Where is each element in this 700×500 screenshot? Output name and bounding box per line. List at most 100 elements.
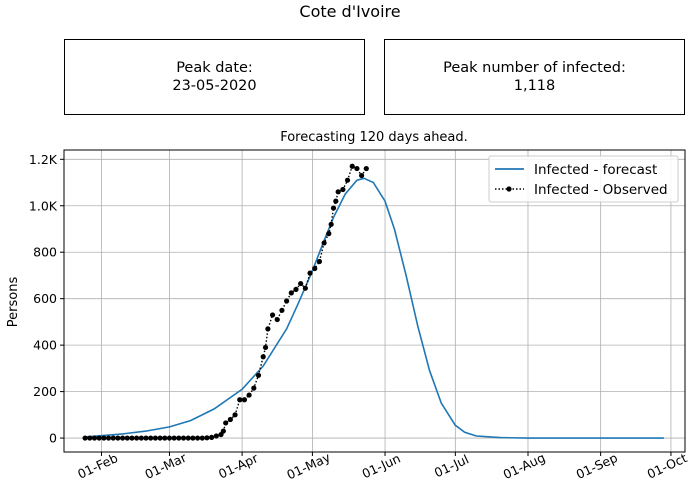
legend: Infected - forecast Infected - Observed	[488, 155, 679, 203]
series-layer	[82, 163, 664, 441]
observed-point	[82, 435, 88, 441]
observed-point	[274, 316, 280, 323]
observed-point	[171, 435, 177, 441]
observed-point	[119, 435, 126, 441]
observed-point	[143, 435, 149, 441]
observed-point	[265, 326, 271, 332]
observed-point	[246, 392, 252, 398]
peak-date-label: Peak date:	[176, 60, 253, 76]
observed-point	[162, 435, 168, 441]
peak-date-value: 23-05-2020	[172, 78, 257, 94]
y-tick-label: 200	[33, 384, 57, 399]
observed-point	[115, 435, 121, 441]
y-axis-title: Persons	[6, 277, 21, 328]
observed-point	[129, 435, 135, 441]
peak-infected-box: Peak number of infected: 1,118	[384, 39, 685, 115]
forecast-line	[85, 177, 664, 439]
observed-line	[85, 165, 367, 439]
observed-point	[312, 265, 318, 272]
observed-point	[255, 372, 262, 378]
observed-point	[148, 435, 154, 441]
observed-point	[223, 420, 229, 426]
y-tick-label: 600	[33, 291, 57, 306]
peak-infected-label: Peak number of infected:	[443, 60, 626, 76]
observed-point	[241, 397, 248, 403]
observed-point	[340, 186, 346, 193]
y-tick-label: 1.0K	[29, 198, 58, 213]
x-tick-label: 01-May	[284, 449, 333, 482]
observed-point	[91, 435, 98, 441]
observed-point	[220, 428, 226, 434]
observed-point	[105, 435, 112, 441]
observed-point	[185, 435, 191, 441]
observed-point	[333, 198, 339, 204]
observed-point	[166, 435, 173, 441]
observed-point	[96, 435, 102, 441]
y-tick-label: 800	[33, 245, 57, 260]
observed-point	[284, 298, 290, 304]
observed-point	[232, 412, 238, 418]
observed-point	[363, 165, 369, 172]
chart-subtitle: Forecasting 120 days ahead.	[280, 130, 468, 145]
observed-point	[209, 434, 215, 440]
y-tick-label: 1.2K	[29, 152, 58, 167]
observed-point	[190, 435, 196, 441]
observed-point	[269, 312, 276, 318]
x-tick-label: 01-Apr	[216, 450, 261, 482]
x-tick-label: 01-Sep	[574, 450, 620, 482]
observed-point	[237, 397, 243, 403]
observed-point	[134, 435, 140, 441]
peak-infected-value: 1,118	[513, 78, 556, 94]
observed-point	[349, 163, 355, 169]
plot-frame	[63, 149, 686, 453]
observed-point	[157, 435, 163, 441]
observed-point	[326, 231, 332, 237]
observed-point	[307, 270, 313, 276]
observed-point	[288, 290, 294, 296]
y-tick-label: 400	[33, 338, 57, 353]
peak-date-box: Peak date: 23-05-2020	[64, 39, 365, 115]
observed-point	[335, 189, 341, 195]
figure-title: Cote d'Ivoire	[299, 2, 401, 21]
observed-point	[354, 165, 360, 172]
observed-point	[302, 285, 308, 291]
observed-point	[124, 435, 130, 441]
observed-point	[110, 435, 116, 441]
x-tick-label: 01-Jun	[360, 451, 403, 482]
observed-point	[199, 435, 205, 441]
x-tick-label: 01-Feb	[75, 450, 120, 482]
observed-point	[330, 205, 337, 211]
observed-point	[227, 416, 233, 423]
observed-point	[293, 286, 299, 292]
observed-point	[87, 435, 93, 441]
observed-point	[204, 435, 210, 441]
x-tick-label: 01-Mar	[142, 449, 189, 482]
x-tick-label: 01-Aug	[501, 450, 548, 482]
x-tick-label: 01-Oct	[645, 450, 690, 482]
observed-point	[262, 344, 269, 351]
observed-point	[359, 172, 365, 179]
observed-point	[180, 435, 187, 441]
observed-point	[101, 435, 107, 441]
observed-point	[152, 435, 158, 441]
observed-point	[251, 385, 257, 391]
x-tick-label: 01-Jul	[432, 451, 471, 480]
observed-point	[298, 280, 304, 287]
observed-point	[260, 354, 266, 360]
legend-label: Infected - Observed	[534, 182, 668, 198]
grid-layer	[64, 150, 685, 452]
legend-frame	[488, 155, 679, 203]
observed-point	[316, 258, 323, 265]
observed-point	[344, 177, 351, 183]
y-tick-label: 0	[49, 431, 57, 446]
observed-point	[176, 435, 182, 441]
observed-point	[328, 221, 334, 227]
observed-point	[321, 240, 327, 246]
legend-observed-marker	[506, 186, 512, 192]
observed-point	[138, 435, 144, 441]
observed-point	[213, 433, 219, 439]
observed-point	[279, 307, 285, 313]
observed-point	[194, 435, 201, 441]
legend-label: Infected - forecast	[534, 162, 657, 178]
